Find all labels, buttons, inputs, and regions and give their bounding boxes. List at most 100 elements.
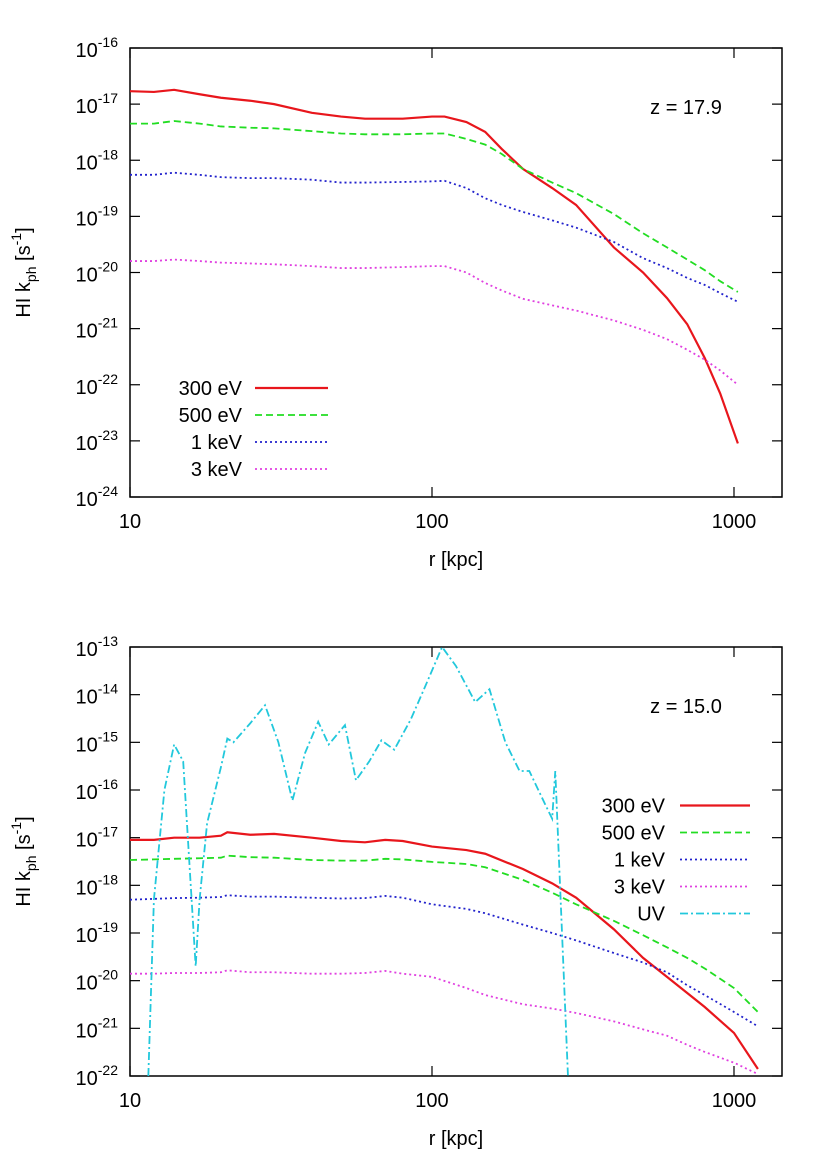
y-tick-exponent: -16	[98, 34, 118, 50]
y-tick-base: 10	[76, 489, 98, 511]
x-tick-label: 10	[119, 511, 141, 533]
y-axis-label: HI kph [s-1]	[8, 227, 39, 317]
y-tick-exponent: -19	[98, 919, 118, 935]
y-tick-base: 10	[76, 639, 98, 661]
annotation: z = 17.9	[650, 97, 722, 119]
y-axis-label-part: [s	[13, 245, 35, 266]
y-tick-label: 10-19	[76, 202, 119, 230]
legend-label: 1 keV	[191, 432, 243, 454]
y-tick-exponent: -18	[98, 871, 118, 887]
series-line	[130, 120, 739, 293]
legend-label: 300 eV	[179, 378, 243, 400]
series-line	[130, 171, 739, 303]
legend-label: 500 eV	[602, 823, 666, 845]
y-tick-base: 10	[76, 433, 98, 455]
x-axis-label: r [kpc]	[429, 1128, 483, 1150]
series-line	[130, 88, 739, 444]
series-line	[130, 831, 759, 1070]
y-axis-label-part: ]	[13, 816, 35, 822]
legend-label: UV	[637, 904, 665, 926]
series-line	[130, 258, 739, 386]
legend-label: 3 keV	[191, 459, 243, 481]
y-tick-label: 10-17	[76, 824, 119, 852]
y-tick-base: 10	[76, 1020, 98, 1042]
y-tick-base: 10	[76, 734, 98, 756]
legend-label: 1 keV	[614, 850, 666, 872]
y-tick-base: 10	[76, 321, 98, 343]
plot-frame	[129, 646, 783, 1077]
y-tick-label: 10-16	[76, 776, 119, 804]
legend-label: 3 keV	[614, 877, 666, 899]
y-tick-base: 10	[76, 208, 98, 230]
y-tick-label: 10-14	[76, 681, 119, 709]
y-tick-exponent: -18	[98, 146, 118, 162]
x-tick-label: 1000	[712, 1090, 757, 1112]
y-tick-exponent: -15	[98, 728, 118, 744]
y-tick-exponent: -24	[98, 483, 118, 499]
y-tick-exponent: -16	[98, 776, 118, 792]
y-tick-label: 10-18	[76, 146, 119, 174]
series-line	[130, 969, 759, 1075]
y-tick-base: 10	[76, 925, 98, 947]
y-tick-exponent: -17	[98, 90, 118, 106]
y-tick-base: 10	[76, 782, 98, 804]
y-tick-label: 10-19	[76, 919, 119, 947]
y-tick-label: 10-16	[76, 34, 119, 62]
y-axis-label: HI kph [s-1]	[8, 816, 39, 906]
y-tick-label: 10-15	[76, 728, 119, 756]
y-tick-base: 10	[76, 877, 98, 899]
x-tick-label: 1000	[712, 511, 757, 533]
y-tick-label: 10-13	[76, 633, 119, 661]
y-tick-base: 10	[76, 1068, 98, 1090]
y-axis-label-part: -1	[8, 822, 24, 835]
y-axis-label-part: ph	[23, 856, 39, 872]
y-tick-base: 10	[76, 830, 98, 852]
y-axis-label-part: HI k	[13, 870, 35, 907]
y-tick-label: 10-17	[76, 90, 119, 118]
y-tick-exponent: -19	[98, 202, 118, 218]
x-tick-label: 10	[119, 1090, 141, 1112]
y-tick-label: 10-23	[76, 427, 119, 455]
y-tick-exponent: -22	[98, 371, 118, 387]
y-tick-label: 10-22	[76, 371, 119, 399]
y-axis-label-part: ph	[23, 267, 39, 283]
y-tick-label: 10-21	[76, 1014, 119, 1042]
x-axis-label: r [kpc]	[429, 549, 483, 571]
y-tick-exponent: -21	[98, 1014, 118, 1030]
y-tick-base: 10	[76, 265, 98, 287]
y-tick-exponent: -17	[98, 824, 118, 840]
y-tick-exponent: -23	[98, 427, 118, 443]
y-tick-exponent: -22	[98, 1062, 118, 1078]
series-line	[130, 854, 759, 1013]
y-tick-label: 10-22	[76, 1062, 119, 1090]
series-line	[147, 647, 569, 1076]
y-tick-exponent: -13	[98, 633, 118, 649]
y-axis-label-part: -1	[8, 233, 24, 246]
y-tick-label: 10-20	[76, 259, 119, 287]
annotation: z = 15.0	[650, 696, 722, 718]
y-axis-label-part: [s	[13, 834, 35, 855]
y-tick-exponent: -20	[98, 967, 118, 983]
y-axis-label-part: HI k	[13, 281, 35, 318]
y-tick-base: 10	[76, 377, 98, 399]
y-tick-exponent: -14	[98, 681, 118, 697]
x-tick-label: 100	[415, 1090, 448, 1112]
panel: 10-1310-1410-1510-1610-1710-1810-1910-20…	[8, 633, 783, 1150]
series-group	[130, 647, 759, 1076]
series-group	[130, 88, 739, 444]
plot-frame	[129, 47, 783, 498]
y-tick-base: 10	[76, 973, 98, 995]
legend-label: 300 eV	[602, 796, 666, 818]
y-tick-base: 10	[76, 152, 98, 174]
y-axis-label-part: ]	[13, 227, 35, 233]
y-tick-base: 10	[76, 687, 98, 709]
y-tick-label: 10-20	[76, 967, 119, 995]
panel: 10-1610-1710-1810-1910-2010-2110-2210-23…	[8, 34, 783, 571]
y-tick-base: 10	[76, 96, 98, 118]
x-tick-label: 100	[415, 511, 448, 533]
y-tick-exponent: -21	[98, 315, 118, 331]
y-tick-base: 10	[76, 40, 98, 62]
y-tick-label: 10-18	[76, 871, 119, 899]
